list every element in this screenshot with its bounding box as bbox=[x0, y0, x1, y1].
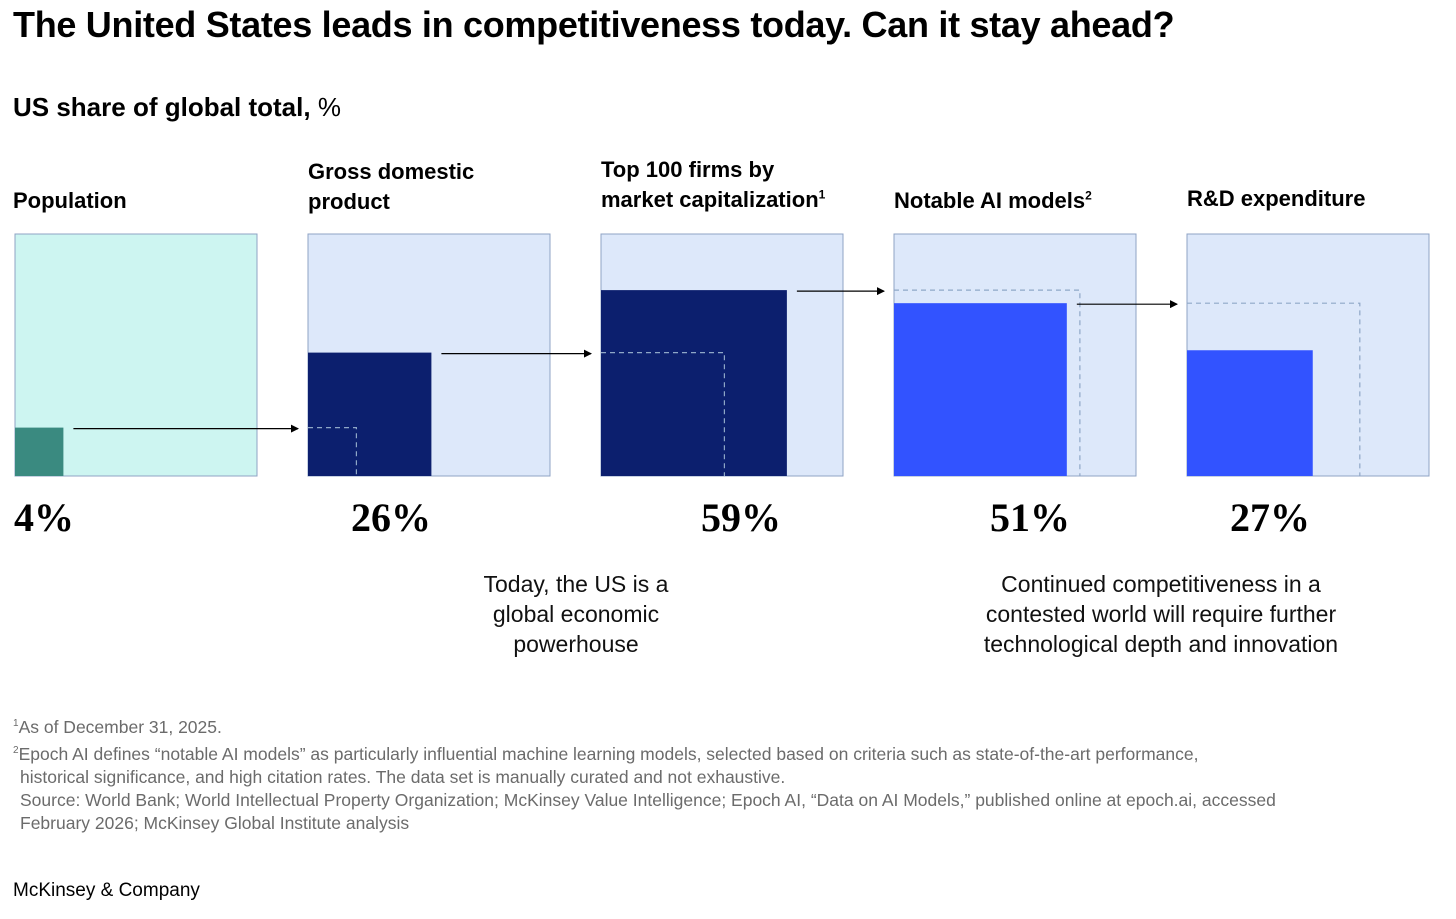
footnote-ref: 2 bbox=[1085, 188, 1092, 203]
panel-label-text: Notable AI models bbox=[894, 188, 1086, 213]
footnote-2-text: Epoch AI defines “notable AI models” as … bbox=[18, 743, 1199, 764]
panel-label-line1: Gross domestic bbox=[308, 159, 475, 184]
panel-label-rd: R&D expenditure bbox=[1187, 184, 1365, 214]
panel-label-gdp: Gross domestic product bbox=[308, 157, 474, 217]
panel-label-line2-text: market capitalization bbox=[601, 187, 819, 212]
panel-label-line2: product bbox=[308, 189, 390, 214]
share-square-rd bbox=[1187, 350, 1313, 476]
subtitle-text: US share of global total, bbox=[13, 92, 311, 122]
source-line-2: February 2026; McKinsey Global Institute… bbox=[20, 812, 410, 833]
footnote-2: 2Epoch AI defines “notable AI models” as… bbox=[13, 739, 1443, 766]
panel-label-text: Population bbox=[13, 188, 127, 213]
annotation-future: Continued competitiveness in a contested… bbox=[946, 569, 1376, 659]
brand-logo: McKinsey & Company bbox=[13, 880, 200, 901]
share-square-ai-models bbox=[894, 303, 1067, 476]
footnote-ref: 1 bbox=[818, 187, 826, 202]
value-label-ai-models: 51% bbox=[990, 495, 1070, 540]
share-square-market-cap bbox=[601, 290, 787, 476]
panel-label-text: R&D expenditure bbox=[1187, 186, 1366, 211]
previous-share-outline-rd bbox=[1187, 302, 1361, 476]
value-label-gdp: 26% bbox=[351, 495, 431, 540]
panel-label-ai-models: Notable AI models2 bbox=[894, 186, 1092, 216]
annotation-line: Continued competitiveness in a bbox=[1001, 571, 1321, 597]
chart-title: The United States leads in competitivene… bbox=[13, 4, 1175, 45]
annotation-line: technological depth and innovation bbox=[983, 631, 1339, 657]
footnotes: 1As of December 31, 2025. 2Epoch AI defi… bbox=[13, 712, 1443, 835]
source-line-1: Source: World Bank; World Intellectual P… bbox=[20, 789, 1276, 810]
annotation-line: Today, the US is a bbox=[483, 571, 669, 597]
value-label-rd: 27% bbox=[1230, 495, 1310, 540]
annotation-line: powerhouse bbox=[513, 631, 639, 657]
subtitle-unit: % bbox=[317, 92, 341, 122]
annotation-line: contested world will require further bbox=[985, 601, 1337, 627]
footnote-2-cont: historical significance, and high citati… bbox=[20, 766, 786, 787]
share-square-gdp bbox=[308, 352, 432, 476]
panel-label-market-cap: Top 100 firms by market capitalization1 bbox=[601, 155, 825, 215]
chart-subtitle: US share of global total, % bbox=[13, 92, 341, 123]
panel-label-line1: Top 100 firms by bbox=[601, 157, 775, 182]
footnote-1-text: As of December 31, 2025. bbox=[18, 716, 222, 737]
annotation-today: Today, the US is a global economic power… bbox=[436, 569, 716, 659]
footnote-1: 1As of December 31, 2025. bbox=[13, 712, 1443, 739]
annotation-line: global economic bbox=[492, 601, 660, 627]
value-label-population: 4% bbox=[14, 495, 74, 540]
footnote-2-num: 2 bbox=[13, 744, 19, 756]
share-square-population bbox=[15, 427, 64, 476]
panel-label-population: Population bbox=[13, 186, 127, 216]
previous-share-outline-ai-models bbox=[894, 289, 1081, 476]
footnote-1-num: 1 bbox=[13, 718, 19, 729]
value-label-market-cap: 59% bbox=[701, 495, 781, 540]
previous-share-outline-gdp bbox=[308, 427, 357, 476]
panel-label-line2: market capitalization1 bbox=[601, 185, 825, 215]
